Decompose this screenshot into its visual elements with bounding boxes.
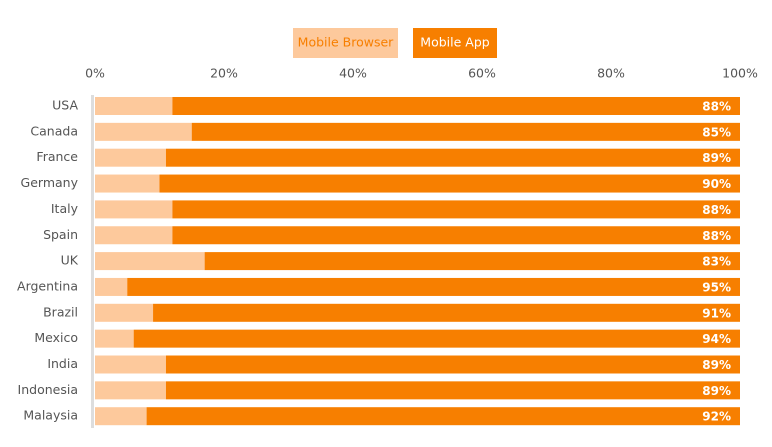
bar-segment: [165, 148, 740, 167]
bar-segment: [146, 407, 741, 426]
y-tick-label: Argentina: [17, 278, 78, 293]
bar-segment: [165, 355, 740, 374]
bar-segment: [95, 303, 154, 322]
legend-label: Mobile Browser: [298, 35, 394, 50]
x-tick-label: 40%: [339, 66, 367, 81]
bar-segment: [95, 148, 166, 167]
x-tick-label: 80%: [597, 66, 625, 81]
bar-segment: [95, 174, 160, 193]
x-tick-label: 0%: [85, 66, 105, 81]
y-tick-label: Germany: [21, 175, 79, 190]
x-tick-label: 20%: [210, 66, 238, 81]
bar-segment: [95, 97, 173, 115]
data-label: 89%: [702, 151, 731, 165]
y-tick-label: Italy: [51, 201, 79, 216]
data-label: 85%: [702, 125, 731, 139]
bar-segment: [153, 303, 741, 322]
data-label: 94%: [702, 332, 731, 346]
bar-segment: [95, 122, 192, 141]
bar-segment: [172, 97, 740, 115]
data-label: 89%: [702, 358, 731, 372]
data-label: 88%: [702, 229, 731, 243]
bar-segment: [95, 200, 173, 219]
y-tick-label: India: [47, 356, 78, 371]
data-label: 88%: [702, 203, 731, 217]
bar-segment: [165, 381, 740, 400]
legend-swatch: [413, 28, 497, 58]
x-tick-label: 100%: [722, 66, 758, 81]
x-tick-label: 60%: [468, 66, 496, 81]
y-tick-label: Spain: [43, 227, 78, 242]
y-tick-label: France: [36, 149, 78, 164]
bar-segment: [172, 226, 740, 245]
bar-segment: [172, 200, 740, 219]
data-label: 90%: [702, 177, 731, 191]
bar-segment: [95, 407, 147, 426]
y-tick-label: USA: [52, 98, 78, 113]
bar-segment: [95, 252, 205, 271]
data-label: 88%: [702, 100, 731, 114]
y-tick-label: Mexico: [34, 330, 78, 345]
y-tick-label: Brazil: [43, 304, 78, 319]
bar-segment: [159, 174, 740, 193]
bar-segment: [127, 277, 740, 296]
bar-segment: [204, 252, 740, 271]
y-tick-label: UK: [61, 253, 79, 268]
axis-line: [91, 95, 94, 428]
legend-swatch: [293, 28, 398, 58]
y-tick-label: Malaysia: [23, 408, 78, 423]
bar-segment: [95, 277, 128, 296]
y-tick-label: Canada: [30, 123, 78, 138]
bar-segment: [95, 226, 173, 245]
data-label: 95%: [702, 280, 731, 294]
bar-segment: [95, 329, 134, 348]
bar-segment: [95, 381, 166, 400]
data-label: 83%: [702, 255, 731, 269]
data-label: 92%: [702, 410, 731, 424]
data-label: 89%: [702, 384, 731, 398]
bar-segment: [95, 355, 166, 374]
legend-label: Mobile App: [420, 35, 489, 50]
data-label: 91%: [702, 306, 731, 320]
bar-segment: [191, 122, 740, 141]
bar-segment: [133, 329, 740, 348]
y-tick-label: Indonesia: [18, 382, 78, 397]
